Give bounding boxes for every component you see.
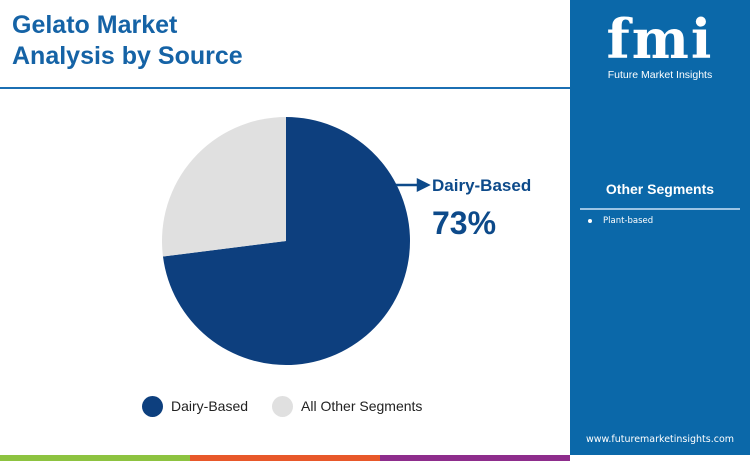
page-title: Gelato Market Analysis by Source	[12, 10, 243, 72]
side-panel: fmi Future Market Insights Other Segment…	[570, 0, 750, 455]
fmi-logo: fmi Future Market Insights	[590, 10, 730, 82]
slice-dairy-based	[162, 117, 411, 366]
arrow-icon	[396, 177, 431, 193]
logo-mark: fmi	[606, 7, 714, 71]
footer-bar-orange	[190, 455, 380, 461]
callout-value: 73%	[432, 205, 497, 241]
divider	[0, 87, 570, 89]
segments-title: Other Segments	[605, 181, 715, 197]
logo-text: Future Market Insights	[607, 69, 713, 81]
legend: Dairy-Based All Other Segments	[142, 396, 422, 417]
footer-bar-green	[0, 455, 190, 461]
pie-chart	[162, 117, 431, 366]
legend-swatch-dairy	[142, 396, 163, 417]
segments-divider	[580, 208, 740, 210]
slice-all-other-segments	[162, 117, 286, 257]
legend-label-other: All Other Segments	[301, 398, 423, 414]
segment-item: Plant-based	[603, 216, 654, 226]
title-line-1: Gelato Market	[12, 11, 178, 39]
bullet-icon	[588, 219, 592, 223]
website-url: www.futuremarketinsights.com	[585, 434, 735, 445]
legend-swatch-other	[272, 396, 294, 417]
title-line-2: Analysis by Source	[12, 42, 243, 70]
legend-label-dairy: Dairy-Based	[171, 398, 249, 414]
callout-label: Dairy-Based	[432, 176, 532, 195]
footer-bar-purple	[380, 455, 570, 461]
